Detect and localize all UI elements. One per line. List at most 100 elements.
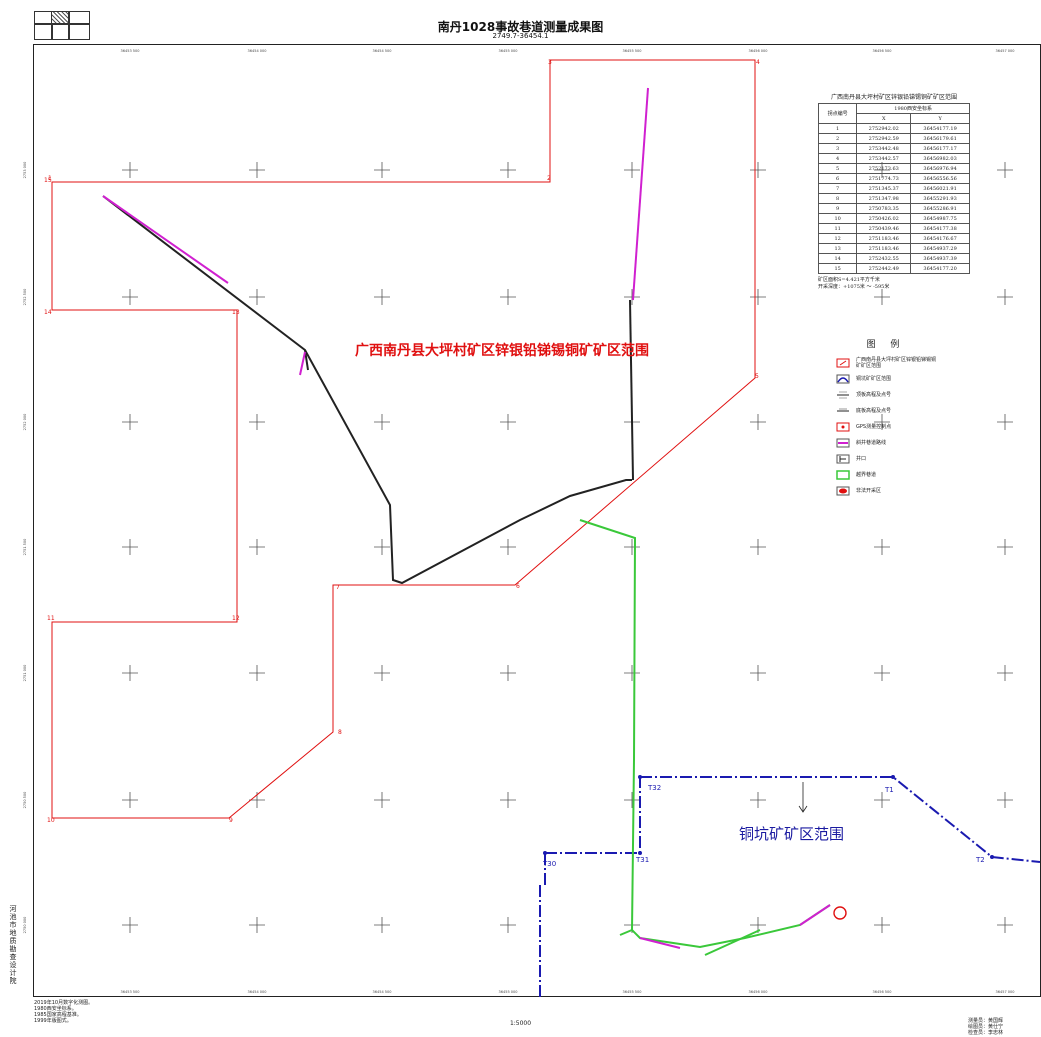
shaft-icon bbox=[836, 454, 850, 464]
grid-cross bbox=[500, 162, 516, 178]
station-markers bbox=[543, 775, 994, 859]
grid-cross bbox=[249, 414, 265, 430]
footer-note-line: 1985国家高程基准。 bbox=[34, 1012, 82, 1018]
grid-cross bbox=[874, 792, 890, 808]
x-coordinate-cell: 2750783.35 bbox=[856, 203, 912, 214]
legend-item-label: 越界巷道 bbox=[856, 471, 877, 478]
grid-cross bbox=[997, 539, 1013, 555]
boundary-point-label: 1 bbox=[48, 175, 52, 182]
grid-cross bbox=[500, 665, 516, 681]
col-system-header: 1980西安坐标系 bbox=[856, 103, 970, 114]
grid-cross bbox=[624, 289, 640, 305]
coordinate-table-row: 5 2752173.63 36456976.94 bbox=[817, 163, 970, 174]
footer-signature-line: 绘图员：黄仕宁 bbox=[968, 1024, 1004, 1030]
coordinate-table-row: 8 2751347.98 36455291.93 bbox=[817, 193, 970, 204]
grid-cross bbox=[249, 665, 265, 681]
x-coordinate-cell: 2752432.55 bbox=[856, 253, 912, 264]
legend-item: 井口 bbox=[836, 452, 936, 465]
grid-cross bbox=[374, 665, 390, 681]
point-number-cell: 4 bbox=[817, 153, 858, 164]
legend-item-label: GPS测量控制点 bbox=[856, 423, 892, 430]
y-coordinate-cell: 36456976.94 bbox=[910, 163, 970, 174]
grid-cross bbox=[750, 162, 766, 178]
left-grid-label: 2751 500 bbox=[23, 539, 27, 556]
coordinate-table-row: 1 2752942.02 36454177.19 bbox=[817, 123, 970, 134]
footer-notes: 2019年10月数字化测图。 1980西安坐标系。 1985国家高程基准。 19… bbox=[34, 1000, 93, 1024]
y-coordinate-cell: 36456021.91 bbox=[910, 183, 970, 194]
top-grid-label: 36457 000 bbox=[996, 49, 1015, 53]
grid-cross bbox=[500, 792, 516, 808]
coordinate-table-row: 3 2753442.48 36456177.17 bbox=[817, 143, 970, 154]
station-label: T30 bbox=[542, 860, 556, 868]
station-label: T2 bbox=[975, 856, 985, 864]
y-coordinate-cell: 36454937.39 bbox=[910, 253, 970, 264]
station-label: T1 bbox=[884, 786, 894, 794]
red-boundary-polygon bbox=[51, 59, 756, 819]
stamp-cell bbox=[68, 23, 90, 40]
x-coordinate-cell: 2751345.37 bbox=[856, 183, 912, 194]
col-point-header: 拐点编号 bbox=[817, 103, 858, 124]
stamp-cell bbox=[34, 23, 53, 40]
coordinate-table-row: 11 2750439.46 36454177.38 bbox=[817, 223, 970, 234]
y-coordinate-cell: 36454177.38 bbox=[910, 223, 970, 234]
x-coordinate-cell: 2751347.98 bbox=[856, 193, 912, 204]
y-coordinate-cell: 36454937.29 bbox=[910, 243, 970, 254]
y-coordinate-cell: 36455286.91 bbox=[910, 203, 970, 214]
grid-cross bbox=[122, 414, 138, 430]
top-grid-label: 36454 500 bbox=[373, 49, 392, 53]
grid-cross bbox=[874, 665, 890, 681]
y-coordinate-cell: 36454176.67 bbox=[910, 233, 970, 244]
x-coordinate-cell: 2751183.46 bbox=[856, 243, 912, 254]
x-coordinate-cell: 2752942.02 bbox=[856, 123, 912, 134]
x-coordinate-cell: 2751183.46 bbox=[856, 233, 912, 244]
blue-area-label: 铜坑矿矿区范围 bbox=[739, 825, 845, 843]
boundary-point-label: 11 bbox=[47, 615, 55, 622]
map-scale: 1:5000 bbox=[509, 1020, 532, 1027]
coordinate-table-row: 10 2750426.02 36454987.75 bbox=[817, 213, 970, 224]
point-number-cell: 11 bbox=[817, 223, 858, 234]
grid-cross bbox=[750, 792, 766, 808]
footer-note-line: 1980西安坐标系。 bbox=[34, 1006, 77, 1012]
legend-item-label: 铜坑矿矿区范围 bbox=[856, 375, 892, 382]
col-x-header: X bbox=[856, 113, 912, 124]
boundary-point-label: 3 bbox=[548, 59, 552, 66]
top-grid-label: 36455 500 bbox=[623, 49, 642, 53]
map-subtitle: 2749.7-36454.1 bbox=[492, 32, 549, 40]
grid-cross bbox=[997, 665, 1013, 681]
x-coordinate-cell: 2752173.63 bbox=[856, 163, 912, 174]
grid-cross bbox=[374, 162, 390, 178]
legend-item-label: 斜井巷道路线 bbox=[856, 439, 887, 446]
footer-note-line: 2019年10月数字化测图。 bbox=[34, 1000, 94, 1006]
institute-side-text: 河池市地质勘查设计院 bbox=[9, 905, 17, 985]
footer-note-line: 1999年版图式。 bbox=[34, 1018, 72, 1024]
grid-cross bbox=[374, 539, 390, 555]
top-grid-label: 36456 000 bbox=[749, 49, 768, 53]
grid-cross bbox=[624, 162, 640, 178]
grid-cross bbox=[500, 539, 516, 555]
y-coordinate-cell: 36454987.75 bbox=[910, 213, 970, 224]
boundary-point-label: 12 bbox=[232, 615, 240, 622]
red-mining-circle bbox=[833, 906, 847, 920]
x-coordinate-cell: 2751774.73 bbox=[856, 173, 912, 184]
boundary-point-label: 7 bbox=[336, 584, 340, 591]
grid-cross bbox=[374, 289, 390, 305]
grid-cross bbox=[750, 539, 766, 555]
top-grid-label: 36453 500 bbox=[121, 49, 140, 53]
x-coordinate-cell: 2753442.57 bbox=[856, 153, 912, 164]
y-coordinate-cell: 36456179.61 bbox=[910, 133, 970, 144]
bottom-grid-label: 36453 500 bbox=[121, 990, 140, 994]
grid-cross bbox=[249, 289, 265, 305]
legend-item: 顶板高程及点号 bbox=[836, 388, 936, 401]
point-number-cell: 7 bbox=[817, 183, 858, 194]
legend-item: 底板高程及点号 bbox=[836, 404, 936, 417]
y-coordinate-cell: 36454177.20 bbox=[910, 263, 970, 274]
green-tunnel-icon bbox=[836, 469, 850, 480]
blue-boundary bbox=[539, 776, 1041, 997]
legend-panel: 图 例 广西南丹县大坪村矿区锌银铅锑锡铜矿矿区范围 铜坑矿矿区范围 顶板高程及点… bbox=[836, 337, 936, 500]
red-boundary-icon bbox=[836, 358, 850, 368]
point-number-cell: 5 bbox=[817, 163, 858, 174]
table-note-depth: 开采深度：+1075米 ～ -595米 bbox=[818, 284, 890, 290]
legend-item-label: 顶板高程及点号 bbox=[856, 391, 892, 398]
legend-item: 越界巷道 bbox=[836, 468, 936, 481]
map-title: 南丹1028事故巷道测量成果图 bbox=[437, 20, 604, 34]
